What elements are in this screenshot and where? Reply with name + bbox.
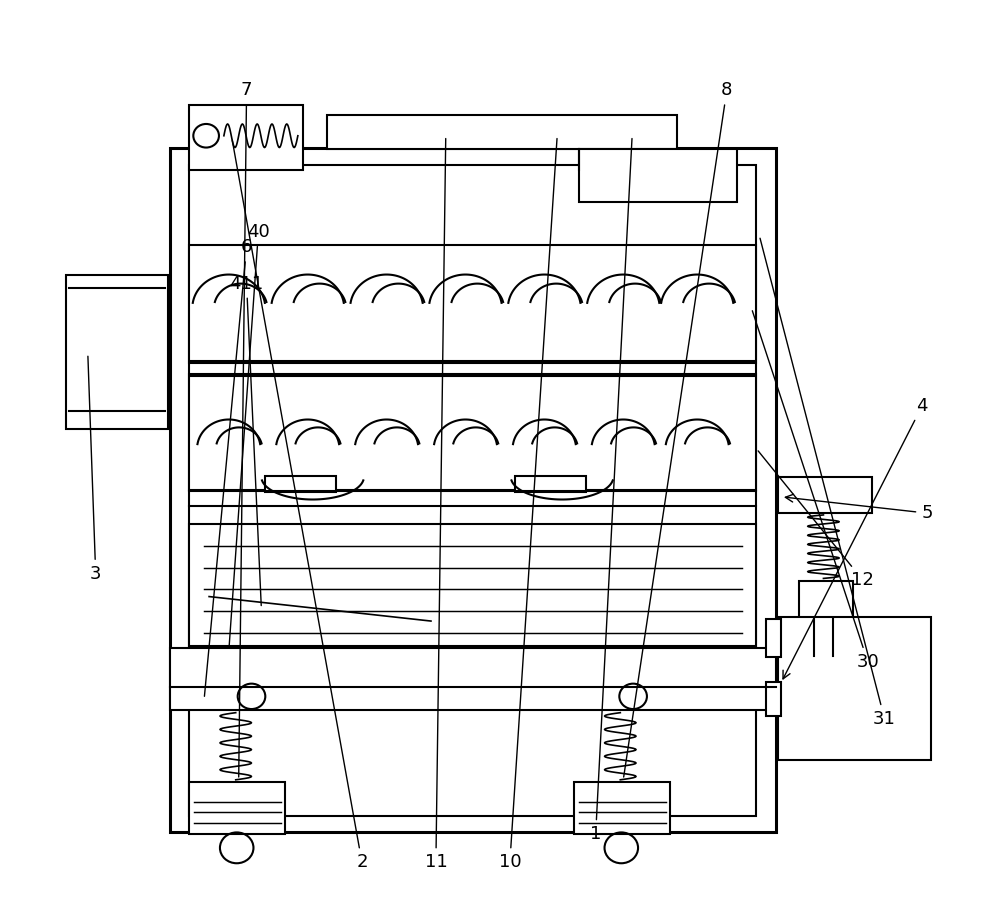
Text: 11: 11	[425, 138, 447, 871]
Bar	[189, 105, 303, 170]
Text: 2: 2	[232, 140, 368, 871]
Text: 12: 12	[758, 451, 874, 589]
Bar	[189, 524, 756, 647]
Text: 7: 7	[239, 81, 252, 777]
Text: 31: 31	[760, 239, 896, 728]
Text: 3: 3	[88, 356, 101, 583]
Bar	[778, 477, 872, 513]
Bar	[579, 149, 737, 202]
Text: 6: 6	[204, 239, 252, 696]
Text: 40: 40	[229, 223, 270, 648]
Text: 8: 8	[624, 81, 732, 777]
Bar	[170, 147, 776, 833]
Bar	[66, 274, 168, 429]
Bar	[766, 682, 781, 717]
Text: 4: 4	[783, 397, 928, 679]
Bar	[327, 115, 677, 149]
Bar	[170, 648, 776, 710]
Text: 10: 10	[499, 138, 557, 871]
Bar	[574, 782, 670, 834]
Text: 1: 1	[590, 138, 632, 844]
Bar	[799, 581, 853, 619]
Bar	[189, 165, 756, 816]
Bar	[515, 476, 586, 492]
Bar	[189, 782, 285, 834]
Bar	[265, 476, 336, 492]
Text: 411: 411	[229, 274, 264, 606]
Bar	[189, 245, 756, 361]
Text: 5: 5	[785, 495, 933, 522]
Bar	[189, 376, 756, 490]
Bar	[778, 616, 931, 760]
Bar	[766, 619, 781, 658]
Text: 30: 30	[752, 310, 879, 670]
